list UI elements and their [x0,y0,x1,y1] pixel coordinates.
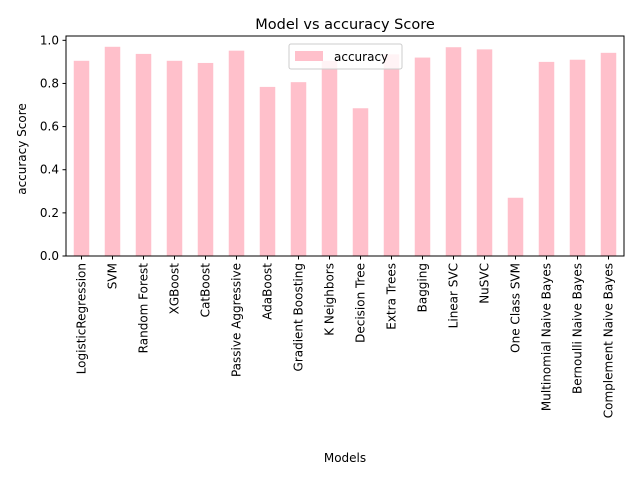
x-tick-label: Multinomial Naive Bayes [540,263,554,411]
x-tick-label: K Neighbors [323,263,337,336]
legend-swatch [295,51,323,61]
bar-8 [321,60,338,256]
x-tick-label: Gradient Boosting [292,263,306,371]
y-tick-label: 0.2 [40,206,59,220]
x-tick-label: Extra Trees [385,263,399,330]
bar-17 [600,52,617,256]
bar-1 [104,46,121,256]
bar-0 [73,60,90,256]
plot-frame [65,35,625,257]
bar-14 [507,197,524,256]
x-tick-label: SVM [106,263,120,289]
y-tick-label: 0.8 [40,76,59,90]
legend: accuracy [288,43,403,70]
bar-11 [414,57,431,256]
bar-7 [290,82,307,256]
x-tick-label: Linear SVC [447,263,461,328]
x-tick-label: AdaBoost [261,263,275,320]
bars-group [73,46,617,257]
y-tick-label: 0.0 [40,249,59,263]
bar-16 [569,59,586,256]
x-tick-label: Decision Tree [354,263,368,343]
x-tick-label: NuSVC [478,263,492,304]
x-tick-label: Passive Aggressive [230,263,244,377]
x-tick-label: CatBoost [199,263,213,318]
legend-box [288,43,403,70]
bar-3 [166,60,183,256]
bar-12 [445,47,462,257]
y-tick-label: 1.0 [40,33,59,47]
y-tick-label: 0.4 [40,163,59,177]
bar-9 [352,108,369,256]
bar-2 [135,53,152,256]
x-tick-label: One Class SVM [509,263,523,353]
x-tick-label: Random Forest [137,263,151,354]
x-axis-label: Models [324,451,366,465]
bar-6 [259,86,276,256]
y-axis-label: accuracy Score [15,103,29,195]
y-tick-label: 0.6 [40,120,59,134]
x-tick-label: Bernoulli Naive Bayes [571,263,585,394]
y-axis-ticks: 0.0 0.2 0.4 0.6 0.8 1.0 [40,33,66,263]
x-tick-label: LogisticRegression [75,263,89,374]
chart-title: Model vs accuracy Score [255,17,435,33]
legend-label: accuracy [334,50,388,64]
bar-10 [383,54,400,257]
bar-5 [228,50,245,256]
bar-15 [538,61,555,256]
x-tick-label: Bagging [416,263,430,312]
bar-13 [476,49,493,257]
x-tick-label: XGBoost [168,263,182,315]
bar-4 [197,62,214,256]
x-axis-ticks: LogisticRegression SVM Random Forest XGBoos… [75,256,616,418]
x-tick-label: Complement Naive Bayes [602,263,616,418]
